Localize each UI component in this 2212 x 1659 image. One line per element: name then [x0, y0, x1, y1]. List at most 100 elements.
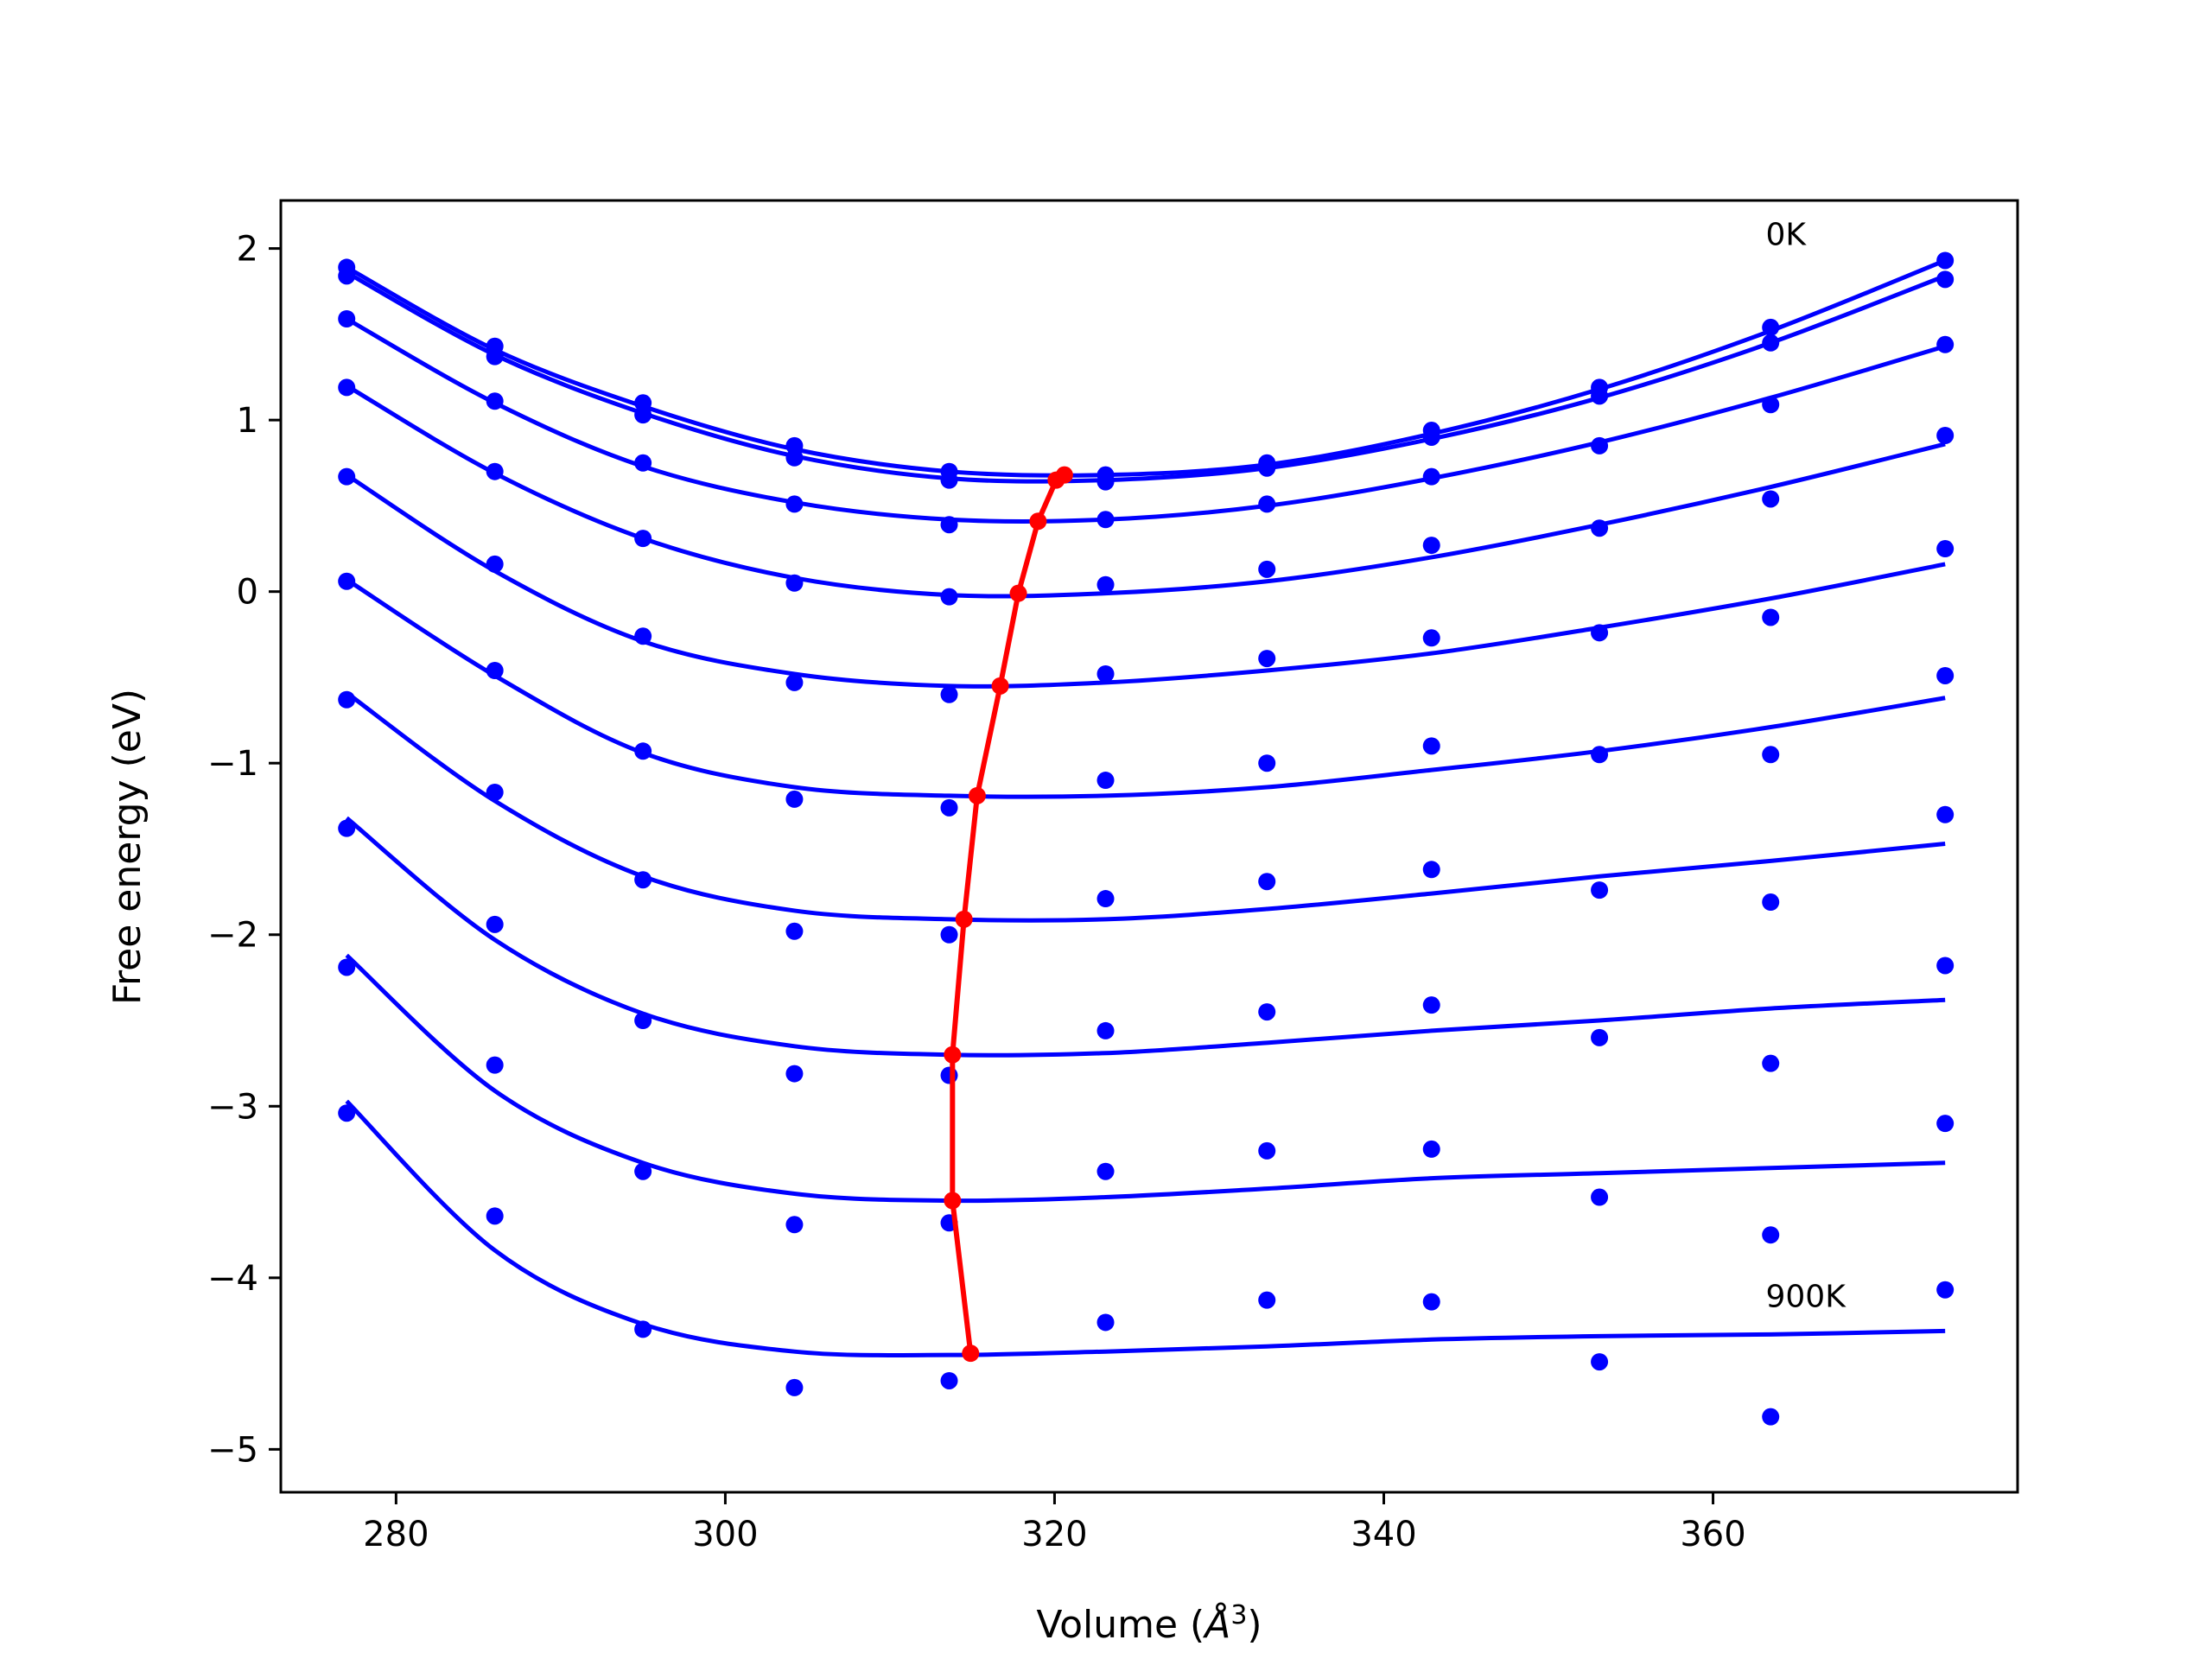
- data-point: [486, 661, 504, 679]
- data-point: [1096, 1021, 1115, 1039]
- data-point: [940, 685, 958, 703]
- data-point: [785, 448, 804, 467]
- data-point: [1258, 650, 1276, 668]
- fit-curve: [345, 577, 1946, 799]
- y-tick-label: −2: [207, 916, 258, 956]
- data-point: [1422, 737, 1440, 755]
- data-point: [1591, 624, 1609, 642]
- data-point: [1762, 490, 1780, 508]
- y-tick-label: −3: [207, 1087, 258, 1127]
- x-tick-label: 280: [363, 1515, 429, 1554]
- data-point: [940, 798, 958, 817]
- data-point: [1258, 1291, 1276, 1309]
- minimum-point: [1009, 584, 1027, 602]
- minimum-point: [1047, 471, 1065, 489]
- data-point: [1762, 396, 1780, 414]
- data-point: [338, 819, 356, 837]
- data-point: [338, 267, 356, 285]
- data-point: [634, 406, 652, 424]
- fit-curve: [345, 473, 1946, 689]
- data-point: [338, 958, 356, 976]
- data-point: [785, 495, 804, 513]
- data-point: [1936, 666, 1955, 684]
- x-tick-label: 340: [1351, 1515, 1416, 1554]
- data-point: [338, 378, 356, 397]
- y-tick-label: 0: [237, 573, 258, 613]
- minimum-point: [962, 1344, 980, 1363]
- data-point: [634, 454, 652, 472]
- data-point: [1422, 629, 1440, 647]
- temperature-annotation: 0K: [1766, 218, 1808, 253]
- data-point: [1936, 426, 1955, 444]
- data-point: [634, 530, 652, 548]
- data-point: [1422, 428, 1440, 446]
- data-point: [1762, 334, 1780, 352]
- minimum-point: [1029, 512, 1047, 531]
- data-point: [1936, 1115, 1955, 1133]
- data-point: [1422, 861, 1440, 879]
- data-point: [1762, 893, 1780, 912]
- minimum-point: [991, 677, 1009, 695]
- data-point: [1258, 754, 1276, 772]
- data-point: [634, 1012, 652, 1030]
- data-point: [785, 922, 804, 940]
- fit-curve: [345, 816, 1946, 1058]
- fit-curve: [345, 953, 1946, 1204]
- data-point: [1096, 1313, 1115, 1332]
- data-point: [634, 1162, 652, 1180]
- data-point: [1936, 335, 1955, 353]
- data-point: [940, 471, 958, 489]
- plot-content: [338, 251, 1955, 1426]
- data-point: [940, 516, 958, 534]
- minimum-point: [944, 1046, 962, 1064]
- y-tick-label: 1: [237, 401, 258, 441]
- data-point: [1936, 270, 1955, 289]
- fit-curve: [345, 690, 1946, 923]
- data-point: [1762, 318, 1780, 336]
- data-point: [1762, 1226, 1780, 1244]
- data-point: [486, 555, 504, 573]
- data-point: [634, 1320, 652, 1338]
- fit-curve: [345, 316, 1946, 524]
- data-point: [1096, 772, 1115, 790]
- data-point: [1936, 540, 1955, 558]
- x-axis: 280 300 320 340 360: [363, 1492, 1746, 1554]
- data-point: [1762, 746, 1780, 764]
- y-tick-label: −4: [207, 1259, 258, 1299]
- data-point: [338, 309, 356, 327]
- data-point: [1258, 873, 1276, 891]
- data-point: [338, 572, 356, 590]
- x-axis-label: Volume (Å3): [1036, 1600, 1262, 1647]
- fit-curve: [345, 1099, 1946, 1357]
- data-point: [1762, 608, 1780, 626]
- data-point: [1258, 560, 1276, 578]
- x-tick-label: 300: [692, 1515, 758, 1554]
- y-tick-label: 2: [237, 230, 258, 270]
- data-point: [634, 871, 652, 889]
- data-point: [338, 1104, 356, 1122]
- x-tick-label: 320: [1021, 1515, 1087, 1554]
- data-point: [1936, 1281, 1955, 1299]
- minimum-point: [968, 786, 986, 804]
- data-point: [940, 588, 958, 606]
- data-point: [940, 925, 958, 944]
- data-point: [1096, 473, 1115, 491]
- data-point: [486, 347, 504, 365]
- data-point: [1096, 575, 1115, 594]
- data-point: [785, 790, 804, 808]
- data-point: [1096, 1162, 1115, 1180]
- data-point: [1591, 436, 1609, 454]
- data-point: [1422, 996, 1440, 1014]
- data-point: [1936, 957, 1955, 975]
- data-point: [1591, 881, 1609, 899]
- minima-line: [950, 473, 1066, 1354]
- data-point: [785, 1216, 804, 1234]
- y-tick-label: −1: [207, 744, 258, 784]
- data-point: [1422, 1293, 1440, 1311]
- data-point: [1591, 746, 1609, 764]
- data-point: [785, 1065, 804, 1083]
- plot-frame: [279, 199, 2019, 1494]
- data-point: [940, 1371, 958, 1389]
- data-point: [486, 783, 504, 801]
